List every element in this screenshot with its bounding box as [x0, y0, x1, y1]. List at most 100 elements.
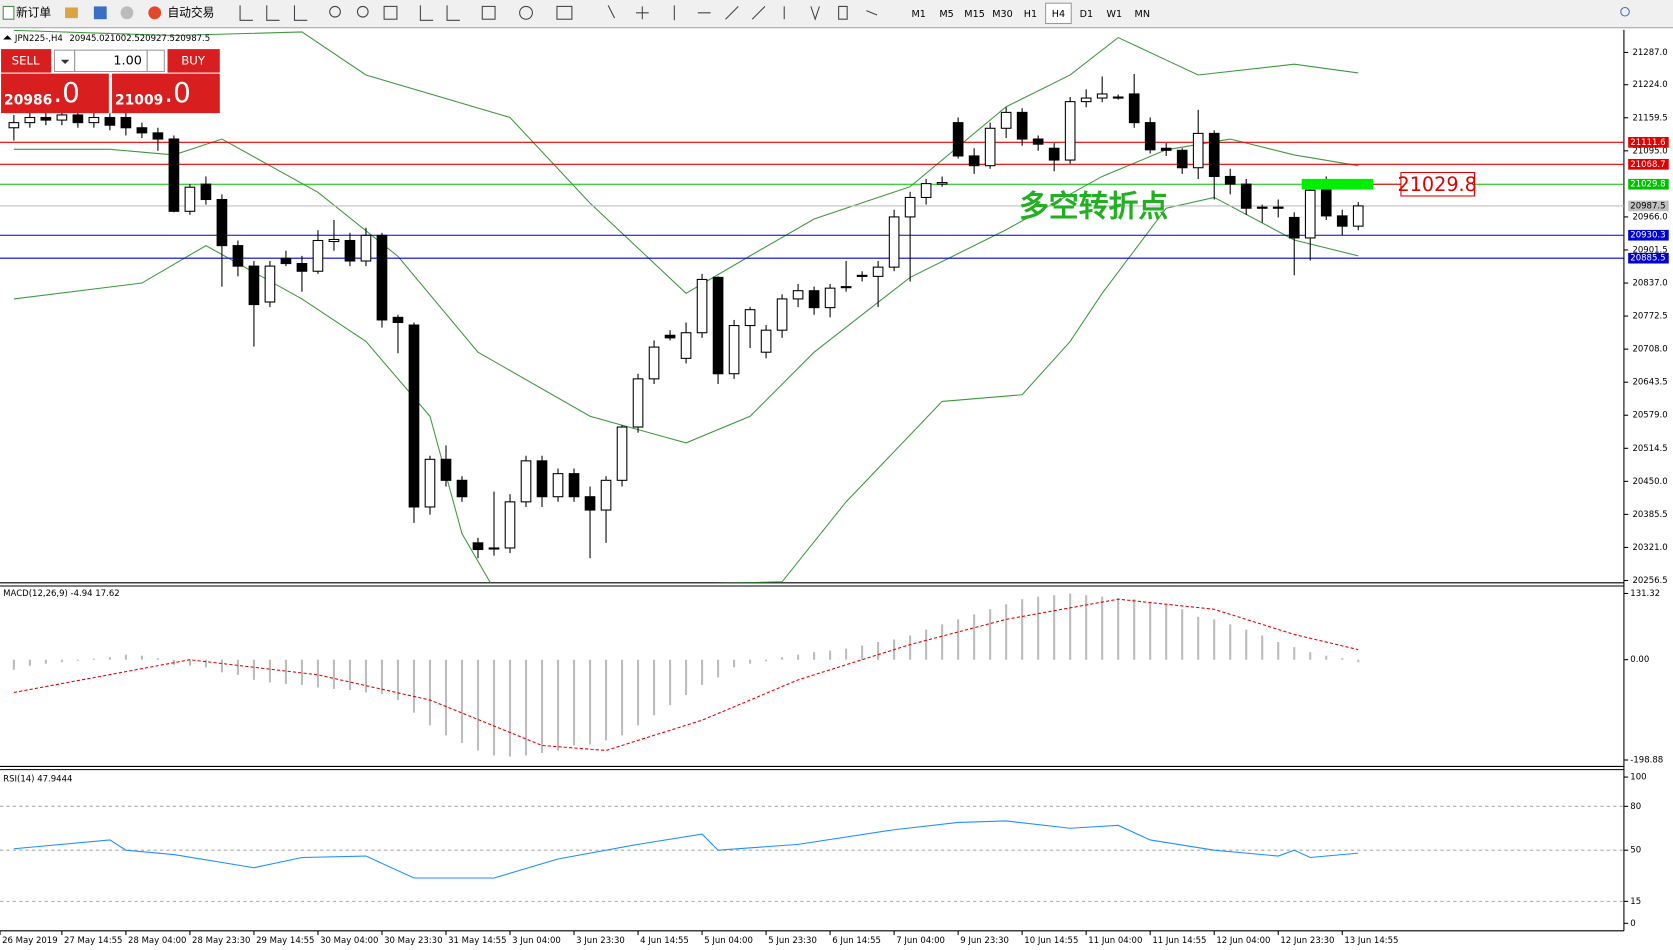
x-tick-label: 12 Jun 23:30 — [1280, 936, 1334, 946]
x-tick-label: 31 May 14:55 — [448, 936, 506, 946]
icon[interactable] — [93, 6, 107, 20]
candle-body — [600, 479, 612, 511]
candle-body — [456, 479, 468, 498]
candle-body — [808, 290, 820, 309]
buy-label[interactable]: BUY — [181, 53, 206, 67]
price-level-tag — [1628, 136, 1669, 148]
candle-body — [840, 286, 852, 289]
y-tick-label: 20643.5 — [1632, 378, 1667, 388]
rsi-label: RSI(14) 47.9444 — [3, 775, 72, 785]
search-icon[interactable] — [1620, 6, 1630, 17]
ohlc-values: 20945.0 21002.5 20927.5 20987.5 — [69, 34, 210, 44]
candle-body — [168, 138, 180, 212]
x-tick-label: 26 May 2019 — [2, 936, 58, 946]
candle-body — [216, 198, 228, 247]
y-tick-label: 15 — [1630, 897, 1641, 907]
timeframe[interactable]: MN — [1135, 9, 1150, 20]
candle-body — [280, 257, 292, 265]
x-tick-label: 10 Jun 14:55 — [1024, 936, 1078, 946]
candle-body — [1304, 189, 1316, 239]
sell-price-box[interactable] — [1, 73, 109, 114]
candle-body — [1112, 96, 1124, 99]
timeframe[interactable]: M1 — [911, 9, 925, 20]
candle-body — [552, 473, 564, 498]
y-tick-label: 21095.0 — [1632, 146, 1667, 156]
y-tick-label: 0.00 — [1630, 655, 1649, 665]
candle-body — [680, 332, 692, 359]
marker-box — [1400, 171, 1476, 197]
x-tick-label: 4 Jun 14:55 — [640, 936, 689, 946]
candle-body — [520, 460, 532, 503]
candle-body — [264, 265, 276, 303]
x-tick-label: 28 May 23:30 — [192, 936, 250, 946]
buy-price[interactable]: 21009 — [115, 92, 163, 108]
candle-body — [360, 234, 372, 262]
icon[interactable] — [65, 7, 78, 19]
candle-body — [184, 186, 196, 212]
ohlc-value: 20927.5 — [140, 34, 175, 44]
candle-body — [392, 316, 404, 324]
candle-body — [904, 196, 916, 218]
candle-body — [88, 116, 100, 124]
candle-body — [1080, 97, 1092, 103]
timeframe[interactable]: M30 — [992, 9, 1012, 20]
toolbar-icons[interactable] — [239, 5, 878, 21]
candle-body — [344, 239, 356, 262]
price-level-label: 20885.5 — [1630, 254, 1665, 264]
sell-fraction[interactable]: .0 — [53, 76, 79, 109]
lot-up[interactable] — [146, 49, 165, 73]
candle-body — [584, 496, 596, 511]
candle-body — [696, 278, 708, 334]
timeframe-active[interactable] — [1045, 2, 1072, 25]
ohlc-value: 21002.5 — [105, 34, 140, 44]
y-tick-label: 0 — [1630, 919, 1635, 929]
auto-trading[interactable]: 自动交易 — [168, 5, 215, 19]
x-tick-label: 27 May 14:55 — [64, 936, 122, 946]
trade-panel: SELL 1.00 BUY 20986 .0 21009 .0 — [1, 49, 220, 114]
candle-body — [24, 116, 36, 124]
sell-button[interactable] — [1, 49, 52, 73]
buy-fraction[interactable]: .0 — [164, 76, 190, 109]
timeframe-bar: M1 M5 M15 M30 H1 H4 D1 W1 MN — [911, 2, 1150, 25]
candle-body — [1000, 111, 1012, 129]
price-level-label: 21111.6 — [1630, 138, 1665, 148]
buy-price-box[interactable] — [112, 73, 220, 114]
sell-label[interactable]: SELL — [12, 53, 40, 67]
candle-body — [712, 276, 724, 375]
candle-body — [1016, 111, 1028, 140]
candle-body — [1208, 132, 1220, 177]
y-tick-label: 20579.0 — [1632, 411, 1667, 421]
candle-body — [952, 122, 964, 157]
rsi-line — [13, 820, 1359, 879]
x-tick-label: 7 Jun 04:00 — [896, 936, 945, 946]
timeframe[interactable]: M5 — [939, 9, 953, 20]
icon[interactable] — [120, 6, 134, 20]
ohlc-value: 20987.5 — [175, 34, 210, 44]
timeframe[interactable]: M15 — [964, 9, 984, 20]
bollinger-band — [13, 29, 1359, 294]
timeframe[interactable]: H1 — [1024, 9, 1037, 20]
timeframe[interactable]: W1 — [1107, 9, 1123, 20]
candle-body — [1240, 183, 1252, 209]
y-tick-label: 20256.5 — [1632, 576, 1667, 586]
price-level-label: 21029.8 — [1630, 180, 1665, 190]
candle-body — [488, 547, 500, 550]
x-tick-label: 3 Jun 23:30 — [576, 936, 625, 946]
macd-signal — [13, 598, 1359, 752]
candle-body — [1320, 186, 1332, 217]
buy-button[interactable] — [167, 49, 220, 73]
y-tick-label: 20772.5 — [1632, 312, 1667, 322]
y-tick-label: 131.32 — [1630, 589, 1660, 599]
timeframe[interactable]: D1 — [1080, 9, 1093, 20]
auto-trading-icon[interactable] — [148, 6, 162, 20]
candle-body — [632, 378, 644, 428]
price-level-tag — [1628, 200, 1669, 212]
new-order-icon[interactable] — [2, 5, 15, 20]
candle-body — [776, 298, 788, 331]
x-tick-label: 11 Jun 14:55 — [1152, 936, 1206, 946]
new-order[interactable]: 新订单 — [16, 5, 51, 19]
sell-price[interactable]: 20986 — [4, 92, 52, 108]
lot-value[interactable]: 1.00 — [113, 53, 141, 68]
timeframe[interactable]: H4 — [1052, 9, 1065, 20]
candle-body — [920, 183, 932, 198]
